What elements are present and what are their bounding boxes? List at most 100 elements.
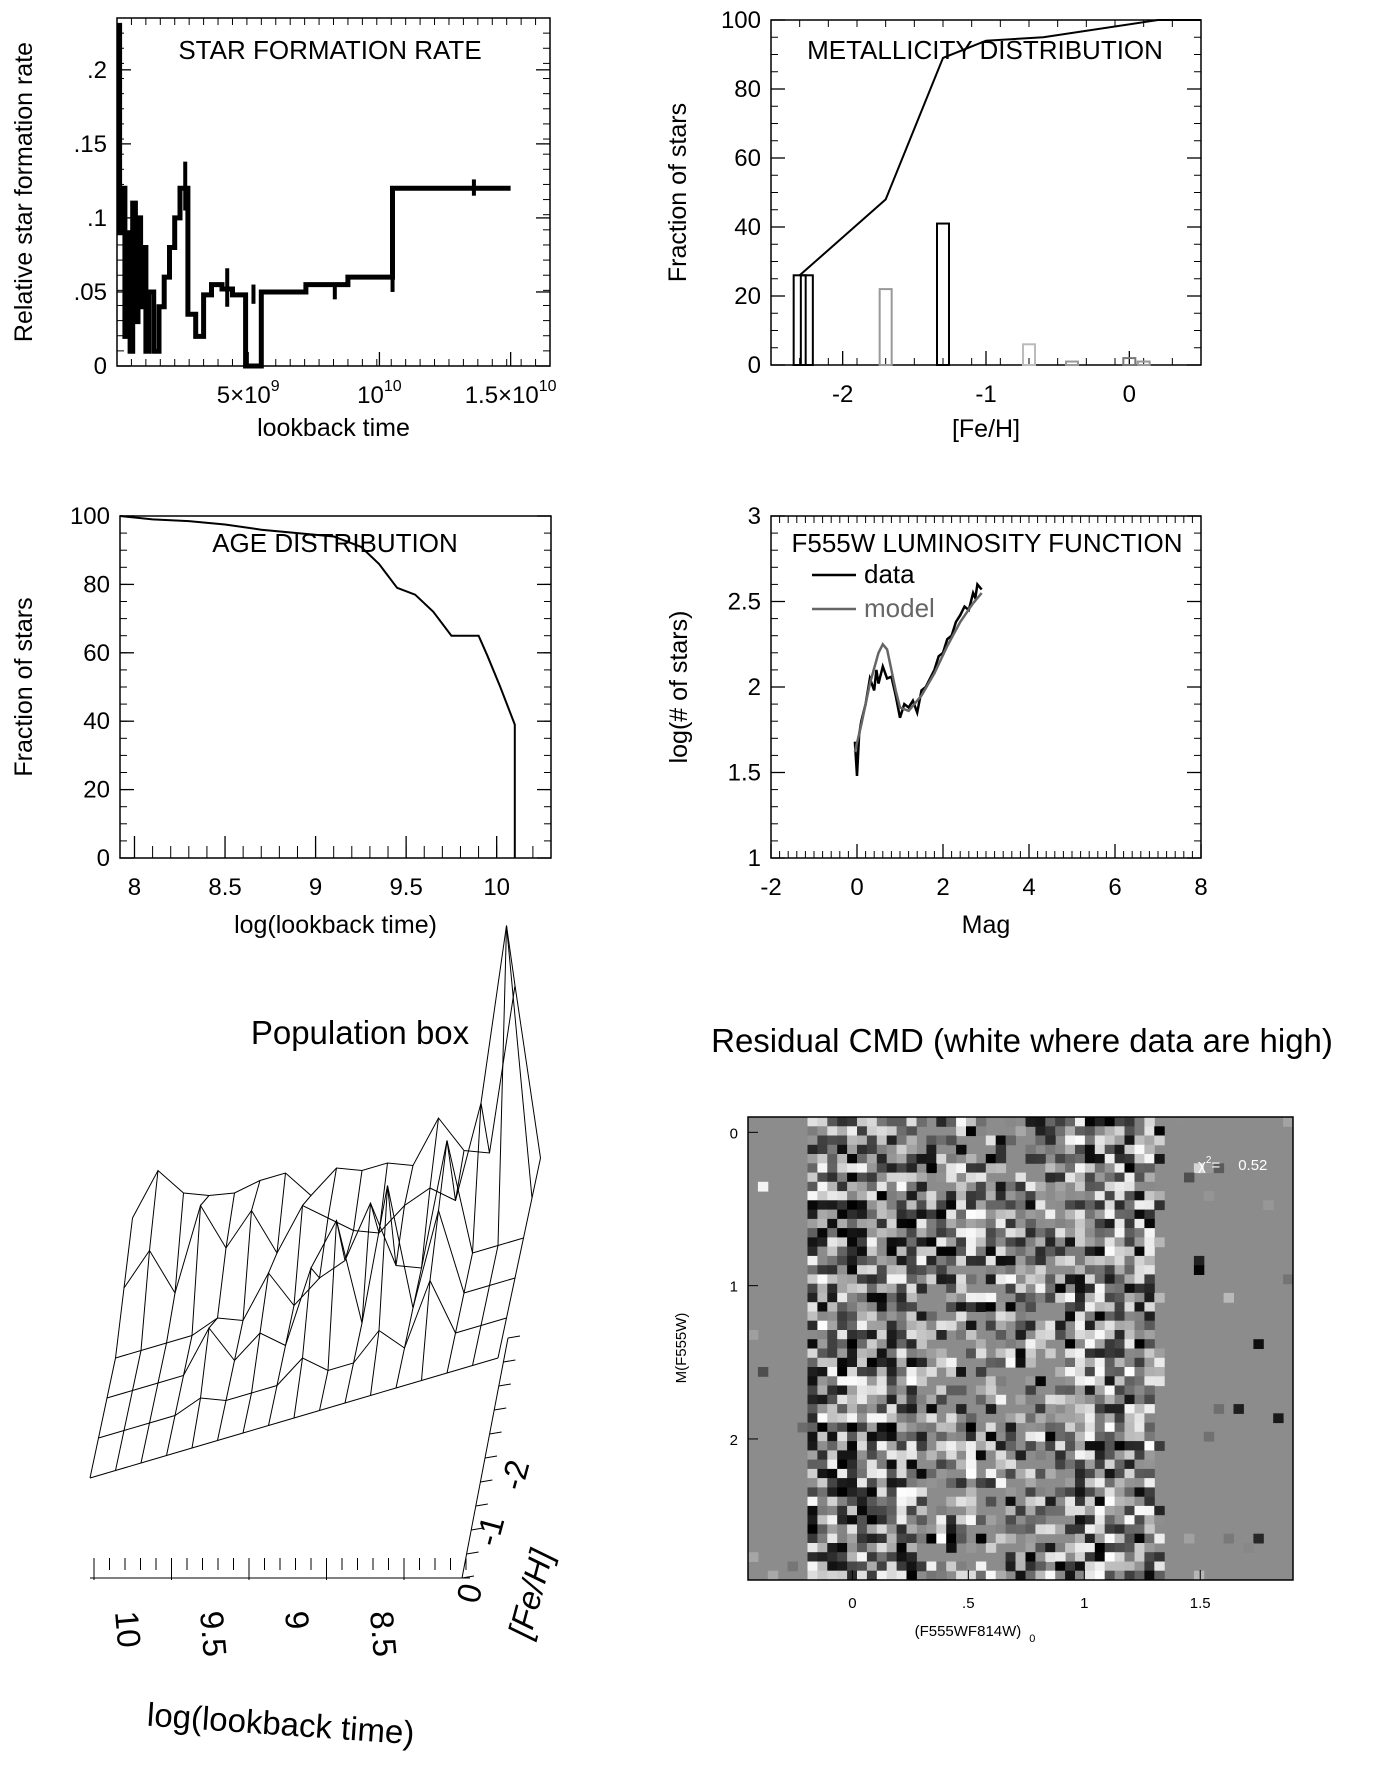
cmd-pixel bbox=[1015, 1320, 1026, 1331]
x-axis-label: log(lookback time) bbox=[234, 911, 437, 939]
cmd-pixel bbox=[866, 1292, 878, 1303]
cmd-pixel bbox=[956, 1385, 967, 1396]
cmd-pixel bbox=[876, 1218, 888, 1229]
cmd-pixel bbox=[857, 1496, 868, 1507]
cmd-pixel bbox=[975, 1117, 987, 1127]
cmd-pixel bbox=[946, 1172, 957, 1183]
cmd-pixel bbox=[857, 1172, 868, 1183]
cmd-pixel bbox=[1075, 1431, 1086, 1442]
cmd-pixel bbox=[1144, 1126, 1155, 1137]
cmd-pixel bbox=[1104, 1450, 1116, 1461]
x-axis-label: lookback time bbox=[257, 414, 410, 442]
cmd-pixel bbox=[985, 1311, 997, 1322]
cmd-pixel bbox=[1144, 1255, 1155, 1266]
cmd-pixel bbox=[827, 1533, 838, 1544]
cmd-pixel bbox=[876, 1394, 888, 1405]
y-tick-label: 80 bbox=[83, 571, 110, 598]
cmd-pixel bbox=[1144, 1524, 1155, 1535]
cmd-pixel bbox=[946, 1302, 957, 1312]
cmd-pixel bbox=[1075, 1320, 1086, 1331]
cmd-pixel bbox=[1065, 1459, 1076, 1470]
cmd-pixel bbox=[1094, 1117, 1106, 1127]
cmd-pixel bbox=[946, 1117, 957, 1127]
cmd-pixel bbox=[1035, 1376, 1046, 1387]
cmd-pixel bbox=[966, 1246, 977, 1257]
age-frame bbox=[119, 515, 552, 859]
cmd-pixel bbox=[847, 1385, 858, 1396]
cmd-pixel bbox=[985, 1181, 997, 1192]
cmd-pixel bbox=[1055, 1144, 1066, 1155]
cmd-pixel bbox=[995, 1320, 1007, 1331]
cmd-pixel bbox=[866, 1135, 878, 1146]
cmd-pixel bbox=[1035, 1404, 1046, 1414]
popbox-fe-tick bbox=[471, 1527, 484, 1531]
cmd-pixel bbox=[827, 1348, 838, 1359]
cmd-pixel bbox=[896, 1311, 907, 1322]
cmd-pixel bbox=[827, 1552, 838, 1562]
cmd-pixel bbox=[1035, 1154, 1046, 1164]
cmd-pixel bbox=[1035, 1246, 1046, 1257]
cmd-pixel bbox=[876, 1339, 888, 1349]
cmd-pixel bbox=[1015, 1330, 1026, 1340]
cmd-pixel bbox=[1094, 1533, 1106, 1544]
cmd-pixel bbox=[956, 1404, 967, 1414]
cmd-pixel bbox=[1124, 1533, 1135, 1544]
cmd-pixel bbox=[1035, 1431, 1046, 1442]
cmd-pixel bbox=[916, 1255, 927, 1266]
cmd-pixel bbox=[886, 1348, 898, 1359]
cmd-pixel bbox=[906, 1320, 917, 1331]
cmd-pixel bbox=[1193, 1163, 1205, 1174]
cmd-pixel bbox=[886, 1468, 898, 1479]
cmd-pixel bbox=[1075, 1552, 1086, 1562]
cmd-pixel bbox=[886, 1524, 898, 1535]
cmd-pixel bbox=[827, 1524, 838, 1535]
cmd-pixel bbox=[1144, 1191, 1155, 1201]
cmd-pixel bbox=[837, 1515, 848, 1525]
cmd-pixel bbox=[916, 1357, 927, 1368]
cmd-pixel bbox=[1065, 1496, 1076, 1507]
cmd-pixel bbox=[985, 1246, 997, 1257]
cmd-pixel bbox=[956, 1330, 967, 1340]
cmd-pixel bbox=[956, 1561, 967, 1572]
cmd-pixel bbox=[1104, 1163, 1116, 1174]
cmd-pixel bbox=[857, 1459, 868, 1470]
cmd-pixel bbox=[1045, 1274, 1056, 1285]
cmd-pixel bbox=[1075, 1561, 1086, 1572]
cmd-pixel bbox=[857, 1422, 868, 1433]
cmd-pixel bbox=[827, 1487, 838, 1498]
cmd-pixel bbox=[896, 1218, 907, 1229]
cmd-pixel bbox=[1114, 1144, 1125, 1155]
cmd-pixel bbox=[866, 1376, 878, 1387]
cmd-pixel bbox=[1134, 1191, 1145, 1201]
cmd-pixel bbox=[886, 1505, 898, 1516]
cmd-pixel bbox=[1104, 1181, 1116, 1192]
cmd-pixel bbox=[817, 1283, 828, 1294]
cmd-pixel bbox=[827, 1163, 838, 1174]
wireframe-col bbox=[115, 1170, 159, 1471]
cmd-pixel bbox=[975, 1218, 987, 1229]
cmd-pixel bbox=[1005, 1237, 1016, 1248]
cmd-pixel bbox=[886, 1441, 898, 1451]
cmd-pixel bbox=[896, 1487, 907, 1498]
cmd-pixel bbox=[936, 1218, 947, 1229]
cmd-pixel bbox=[995, 1218, 1007, 1229]
cmd-pixel bbox=[926, 1348, 937, 1359]
cmd-pixel bbox=[857, 1237, 868, 1248]
cmd-pixel bbox=[1035, 1209, 1046, 1220]
cmd-pixel bbox=[1045, 1144, 1056, 1155]
cmd-pixel bbox=[827, 1191, 838, 1201]
cmd-pixel bbox=[837, 1255, 848, 1266]
cmd-pixel bbox=[807, 1200, 818, 1211]
cmd-pixel bbox=[837, 1292, 848, 1303]
popbox-fe-tick bbox=[498, 1383, 511, 1387]
cmd-pixel bbox=[827, 1367, 838, 1377]
cmd-pixel bbox=[936, 1348, 947, 1359]
cmd-pixel bbox=[1144, 1431, 1155, 1442]
cmd-pixel bbox=[886, 1209, 898, 1220]
cmd-pixel bbox=[1055, 1163, 1066, 1174]
popbox-fe-tick bbox=[466, 1551, 479, 1555]
cmd-pixel bbox=[847, 1209, 858, 1220]
cmd-pixel bbox=[807, 1348, 818, 1359]
cmd-pixel bbox=[1114, 1209, 1125, 1220]
